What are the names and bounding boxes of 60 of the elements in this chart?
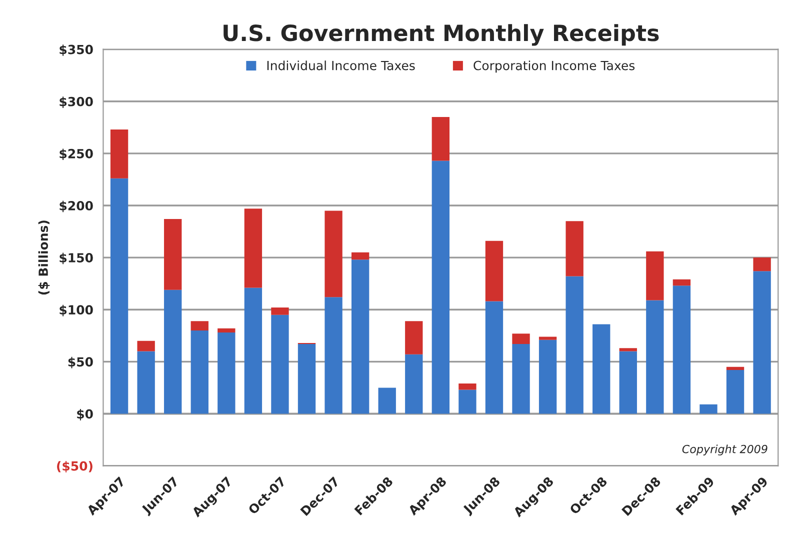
bar <box>405 354 423 414</box>
bar <box>753 258 771 272</box>
bar <box>566 221 584 276</box>
bar <box>298 344 316 414</box>
bar <box>672 286 691 414</box>
y-tick-label: ($50) <box>57 461 92 472</box>
bar <box>726 370 744 414</box>
bar <box>351 260 370 414</box>
bar <box>110 178 128 414</box>
bar <box>271 308 289 315</box>
bar <box>592 324 610 414</box>
bar <box>190 330 208 414</box>
bar <box>726 366 744 370</box>
bar <box>218 332 236 414</box>
y-tick-label: $150 <box>60 252 93 264</box>
bar <box>646 251 664 300</box>
bar <box>672 279 691 286</box>
bar <box>646 300 664 414</box>
legend-label: Corporation Income Taxes <box>474 60 635 73</box>
bar <box>271 314 289 414</box>
bar <box>378 388 396 414</box>
y-tick-label: $100 <box>60 304 93 316</box>
bar <box>458 384 476 390</box>
bar <box>512 344 530 414</box>
bar <box>324 297 342 414</box>
bar <box>432 117 450 161</box>
y-tick-label: $200 <box>60 200 93 212</box>
y-tick-label: $250 <box>60 148 93 160</box>
bar <box>190 321 208 330</box>
bar <box>753 271 771 414</box>
bar <box>700 404 718 414</box>
bar <box>244 208 262 288</box>
bar <box>137 351 155 414</box>
bar <box>538 336 557 340</box>
bar <box>485 301 504 414</box>
bar <box>405 321 423 354</box>
bar <box>485 240 504 302</box>
bar <box>218 328 236 333</box>
bar <box>137 340 155 352</box>
bar <box>244 288 262 414</box>
bar <box>164 290 182 414</box>
y-tick-label: $50 <box>68 356 93 368</box>
bar <box>110 129 128 178</box>
annotation: Copyright 2009 <box>682 444 768 456</box>
bar <box>432 160 450 414</box>
legend-label: Individual Income Taxes <box>267 60 415 70</box>
bar <box>566 276 584 414</box>
bar <box>351 252 370 260</box>
y-axis-title: ($ Billions) <box>38 220 50 295</box>
bar <box>538 340 557 414</box>
chart-title: U.S. Government Monthly Receipts <box>224 24 659 46</box>
bar <box>512 334 530 344</box>
bar <box>164 219 182 290</box>
y-tick-label: $300 <box>60 96 93 108</box>
y-tick-label: $0 <box>77 408 93 420</box>
bar <box>458 390 476 414</box>
bar <box>619 348 637 352</box>
bar <box>619 351 637 414</box>
y-tick-label: $350 <box>60 44 93 56</box>
bar <box>324 210 342 298</box>
